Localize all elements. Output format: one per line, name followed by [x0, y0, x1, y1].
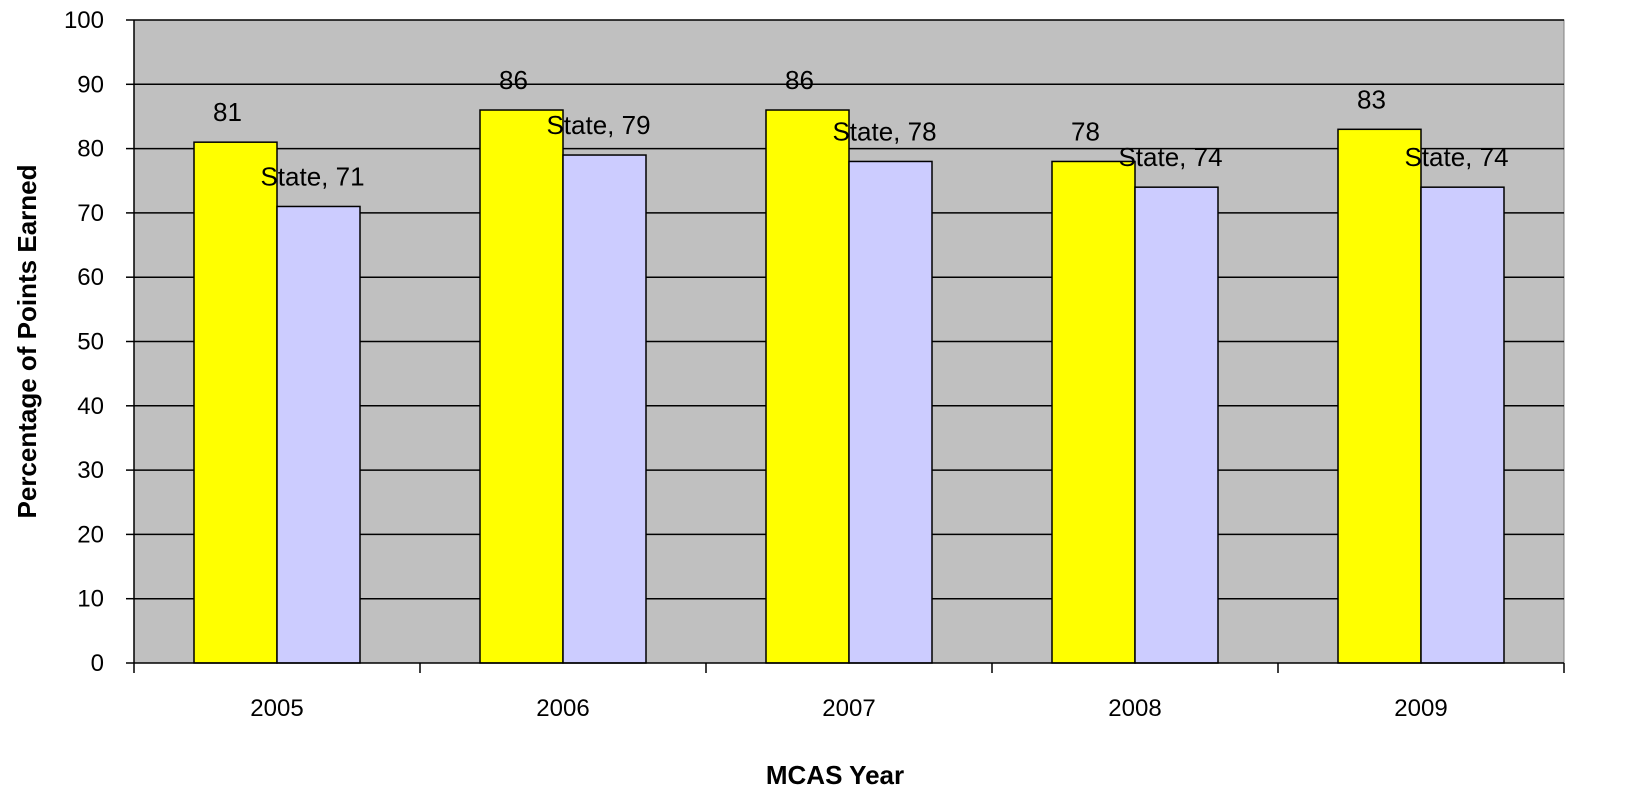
data-label: 83	[1357, 84, 1386, 114]
bar	[848, 160, 933, 664]
y-tick-label: 100	[64, 7, 104, 34]
y-tick-label: 50	[77, 329, 104, 356]
bar	[765, 109, 850, 664]
y-tick-label: 20	[77, 521, 104, 548]
y-tick-label: 10	[77, 586, 104, 613]
data-label: 86	[499, 65, 528, 95]
y-tick-label: 0	[91, 650, 104, 677]
data-labels: 81 State, 71 86 State, 79 86 State, 78 78 State…	[213, 65, 1509, 191]
y-tick-label: 70	[77, 200, 104, 227]
y-tick-label: 40	[77, 393, 104, 420]
bar	[193, 141, 278, 664]
data-label: 81	[213, 97, 242, 127]
axes	[126, 19, 1565, 673]
data-label: State, 74	[1404, 142, 1508, 172]
data-label: State, 78	[832, 116, 936, 146]
y-axis-title: Percentage of Points Earned	[12, 165, 42, 519]
tick-labels: 0 10 20 30 40 50 60 70 80 90 100 2005 2006 2007 2008 20…	[64, 7, 1448, 722]
bar	[479, 109, 564, 664]
x-tick-label: 2008	[1108, 695, 1161, 722]
bar	[1134, 186, 1219, 664]
y-tick-label: 80	[77, 136, 104, 163]
bar	[1337, 128, 1422, 664]
y-tick-label: 90	[77, 71, 104, 98]
x-tick-label: 2005	[250, 695, 303, 722]
data-label: State, 71	[260, 161, 364, 191]
x-tick-label: 2006	[536, 695, 589, 722]
data-label: State, 79	[546, 110, 650, 140]
x-tick-label: 2009	[1394, 695, 1447, 722]
bar	[276, 205, 361, 664]
bar	[1051, 160, 1136, 664]
y-tick-label: 60	[77, 264, 104, 291]
x-tick-label: 2007	[822, 695, 875, 722]
y-tick-label: 30	[77, 457, 104, 484]
bar	[1420, 186, 1505, 664]
x-axis-title: MCAS Year	[766, 760, 904, 790]
data-label: State, 74	[1118, 142, 1222, 172]
data-label: 86	[785, 65, 814, 95]
bar	[562, 154, 647, 664]
gridlines	[134, 19, 1564, 600]
data-label: 78	[1071, 116, 1100, 146]
